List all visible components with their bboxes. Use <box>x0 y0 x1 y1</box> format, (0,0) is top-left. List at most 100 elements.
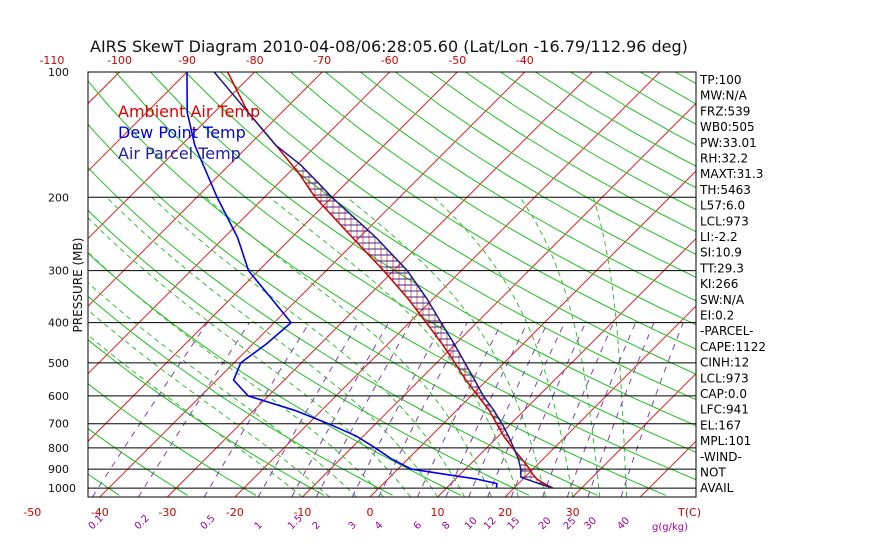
mixing-ratio-label: 1 <box>253 520 265 532</box>
index-item: LI:-2.2 <box>700 230 738 244</box>
chart-title: AIRS SkewT Diagram 2010-04-08/06:28:05.6… <box>90 37 688 56</box>
mixing-ratio-line <box>257 322 359 497</box>
dry-adiabat-line <box>88 339 325 496</box>
mixing-ratio-line <box>378 322 468 497</box>
mixing-ratio-line <box>468 322 549 497</box>
bottom-temp-tick-label: -50 <box>23 506 41 519</box>
pressure-tick-label: 300 <box>48 265 69 278</box>
mixing-ratio-label: 0.2 <box>133 513 152 532</box>
index-item: CAPE:1122 <box>700 340 766 354</box>
index-item: CAP:0.0 <box>700 387 747 401</box>
dry-adiabat-line <box>115 72 696 453</box>
moist-adiabat-line <box>106 196 439 497</box>
moist-adiabat-line <box>519 197 601 497</box>
mixing-ratio-label: 2 <box>311 520 323 532</box>
bottom-temp-tick-label: 20 <box>498 506 512 519</box>
isotherm-line <box>369 170 696 497</box>
parcel-temp-line <box>213 71 554 489</box>
mixing-ratio-line <box>542 322 614 497</box>
top-temp-tick-label: -70 <box>313 54 331 67</box>
bottom-temp-tick-label: -40 <box>91 506 109 519</box>
isotherm-line <box>88 72 188 172</box>
pressure-tick-label: 200 <box>48 191 69 204</box>
isotherm-line <box>0 72 52 497</box>
index-item: CINH:12 <box>700 356 749 370</box>
mixing-ratio-line <box>417 322 503 497</box>
dry-adiabat-line <box>150 72 696 427</box>
top-temp-tick-label: -60 <box>381 54 399 67</box>
dry-adiabat-line <box>88 80 696 481</box>
legend-parcel: Air Parcel Temp <box>118 144 241 163</box>
top-temp-tick-label: -80 <box>246 54 264 67</box>
dry-adiabat-line <box>88 473 120 496</box>
index-item: MW:N/A <box>700 89 748 103</box>
pressure-tick-label: 400 <box>48 317 69 330</box>
mixing-ratio-line <box>315 322 412 497</box>
plot-frame <box>87 71 697 498</box>
isotherm-line <box>504 305 696 497</box>
dewpoint-line <box>186 71 498 489</box>
isotherm-line <box>88 72 323 307</box>
index-item: MAXT:31.3 <box>700 167 763 181</box>
legend-ambient: Ambient Air Temp <box>118 102 260 121</box>
y-axis-label: PRESSURE (MB) <box>71 238 85 333</box>
isotherm-line <box>437 237 696 497</box>
dry-adiabat-line <box>325 72 696 302</box>
moist-adiabat-line <box>88 282 357 497</box>
pressure-tick-label: 1000 <box>48 482 76 495</box>
dry-adiabat-line <box>500 72 696 189</box>
index-item: LCL:973 <box>700 371 749 385</box>
dry-adiabat-line <box>360 72 696 278</box>
index-item: AVAIL <box>700 481 734 495</box>
dry-adiabat-line <box>88 295 393 496</box>
index-item: SW:N/A <box>700 293 745 307</box>
index-item: LFC:941 <box>700 403 749 417</box>
mixing-ratio-line <box>587 322 655 497</box>
mixing-ratio-label: 12 <box>482 515 499 532</box>
moist-adiabat-line <box>88 309 330 497</box>
index-item: TT:29.3 <box>699 261 744 275</box>
moist-adiabat-line <box>346 196 547 497</box>
mixing-ratio-label: 10 <box>463 515 480 532</box>
mixing-ratio-label: 30 <box>582 515 599 532</box>
index-item: NOT <box>700 466 726 480</box>
dry-adiabat-line <box>290 72 696 326</box>
pressure-tick-label: 600 <box>48 390 69 403</box>
pressure-tick-label: 700 <box>48 418 69 431</box>
bottom-temp-tick-label: 10 <box>431 506 445 519</box>
top-temp-tick-label: -40 <box>516 54 534 67</box>
bottom-temp-tick-label: -30 <box>158 506 176 519</box>
pressure-tick-label: 100 <box>48 66 69 79</box>
cape-hatch <box>294 167 554 489</box>
top-temp-tick-label: -50 <box>448 54 466 67</box>
series-layer <box>186 71 554 489</box>
index-item: -PARCEL- <box>700 324 754 338</box>
bottom-unit-label: T(C) <box>677 506 701 519</box>
index-item: WB0:505 <box>700 120 755 134</box>
dry-adiabat-line <box>185 72 696 401</box>
pressure-tick-label: 500 <box>48 357 69 370</box>
dry-adiabat-line <box>88 427 188 496</box>
moist-adiabat-line <box>88 251 384 497</box>
bottom-temp-tick-label: 30 <box>566 506 580 519</box>
moist-adiabat-line <box>88 334 303 497</box>
mixing-ratio-line <box>291 322 390 497</box>
dry-adiabat-line <box>395 72 696 255</box>
index-item: LCL:973 <box>700 214 749 228</box>
index-item: MPL:101 <box>700 434 751 448</box>
index-item: FRZ:539 <box>700 104 750 118</box>
index-item: PW:33.01 <box>700 136 757 150</box>
index-item: RH:32.2 <box>700 152 748 166</box>
mixing-ratio-label: 8 <box>440 520 452 532</box>
mixing-ratio-label: 3 <box>347 520 359 532</box>
mixing-ratio-line <box>487 322 566 497</box>
mixing-ratio-label: 20 <box>537 515 554 532</box>
mixing-ratio-line <box>445 322 528 497</box>
dry-adiabat-line <box>88 209 530 496</box>
mixing-ratio-unit: g(g/kg) <box>652 522 688 533</box>
index-item: EL:167 <box>700 418 741 432</box>
bottom-temp-tick-label: 0 <box>367 506 374 519</box>
isotherm-line <box>88 72 120 105</box>
